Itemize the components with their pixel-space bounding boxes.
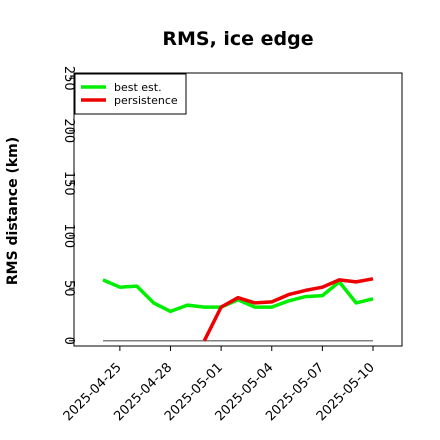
legend-label: persistence — [114, 94, 178, 107]
chart-title: RMS, ice edge — [162, 28, 313, 50]
y-tick-label: 50 — [61, 280, 76, 297]
y-tick-label: 200 — [61, 118, 76, 143]
series-line-best-est — [102, 278, 374, 314]
legend: best est.persistence — [74, 73, 187, 115]
y-tick-label: 0 — [61, 337, 76, 345]
plot-frame — [73, 72, 403, 347]
y-tick-label: 250 — [61, 66, 76, 91]
legend-box — [74, 73, 187, 115]
series-lines — [102, 277, 374, 342]
y-tick-label: 100 — [61, 223, 76, 248]
x-axis: 2025-04-252025-04-282025-05-012025-05-04… — [61, 346, 378, 424]
legend-label: best est. — [114, 81, 162, 94]
y-axis: 0 50 100 150 200 250 — [61, 66, 76, 345]
y-axis-label: RMS distance (km) — [5, 137, 21, 285]
series-line-persistence — [202, 277, 374, 342]
y-tick-label: 150 — [61, 171, 76, 196]
